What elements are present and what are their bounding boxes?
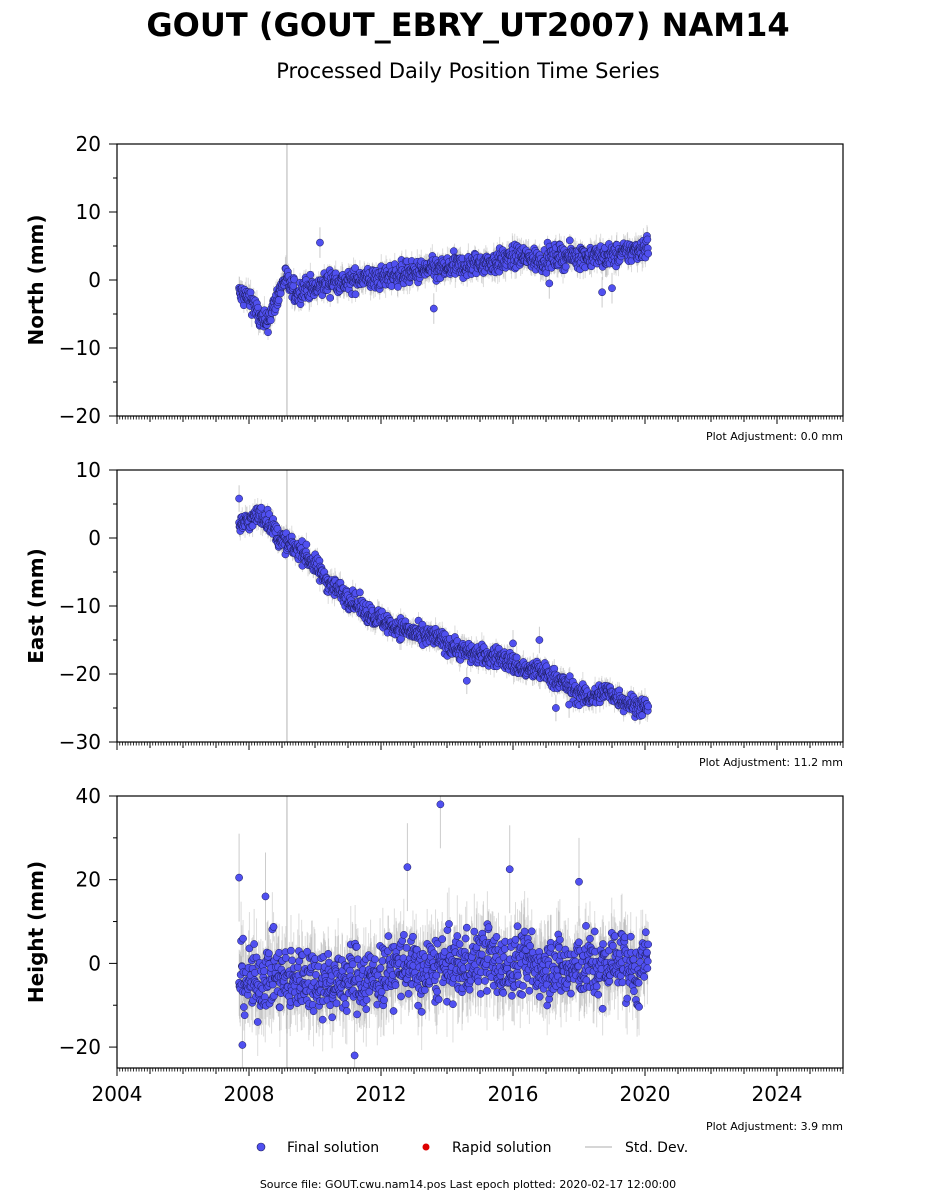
y-tick-label: −30 (59, 730, 101, 754)
axes-frame (116, 143, 844, 417)
axes-frame (116, 469, 844, 743)
plot-adjustment-note: Plot Adjustment: 11.2 mm (699, 756, 843, 769)
y-tick-label: −10 (59, 336, 101, 360)
data-point (535, 636, 544, 644)
data-point (598, 288, 606, 297)
data-point (644, 249, 653, 258)
data-point (608, 284, 616, 293)
data-point (235, 494, 243, 503)
data-point (394, 283, 402, 291)
data-point (306, 270, 315, 279)
data-point (264, 328, 272, 337)
plot-adjustment-note: Plot Adjustment: 0.0 mm (706, 430, 843, 443)
data-point (351, 290, 360, 299)
y-tick-label: −20 (59, 404, 101, 428)
data-point (512, 653, 521, 662)
data-point (356, 588, 364, 597)
figure-subtitle: Processed Daily Position Time Series (276, 59, 660, 83)
figure-title: GOUT (GOUT_EBRY_UT2007) NAM14 (146, 6, 789, 44)
data-point (290, 275, 298, 284)
y-axis-label: East (mm) (24, 548, 48, 664)
y-tick-label: −20 (59, 662, 101, 686)
y-tick-label: 0 (88, 526, 101, 550)
plot-area (235, 470, 653, 742)
panel-1: −20 −10 0 10 20 North (mm) Plot Adjustment: 0.… (24, 132, 844, 443)
data-point (509, 639, 517, 648)
panel-2: −30 −20 −10 0 10 East (mm) Plot Adjustment: 11… (24, 458, 844, 769)
y-tick-label: 10 (76, 458, 101, 482)
data-point (266, 316, 275, 325)
data-point (302, 540, 311, 549)
data-point (462, 676, 471, 685)
data-point (644, 702, 653, 711)
data-point (552, 704, 560, 712)
y-tick-label: 20 (76, 132, 101, 156)
data-point (429, 304, 438, 313)
panels: −20 −10 0 10 20 North (mm) Plot Adjustment: 0.… (24, 132, 844, 1133)
plot-area (235, 144, 653, 416)
data-point (351, 264, 359, 272)
data-point (565, 236, 574, 245)
y-tick-label: −10 (59, 594, 101, 618)
data-point (326, 294, 335, 302)
y-axis-label: North (mm) (24, 214, 48, 345)
y-tick-label: 0 (88, 268, 101, 292)
data-point (246, 288, 255, 297)
data-point (545, 279, 554, 288)
final-solution-points (235, 232, 653, 337)
data-point (561, 262, 570, 271)
data-point (449, 247, 458, 255)
data-point (274, 296, 283, 305)
data-point (316, 238, 324, 247)
data-point (565, 700, 573, 709)
final-solution-points (235, 494, 653, 721)
plot-area (235, 796, 653, 1068)
y-tick-label: 10 (76, 200, 101, 224)
data-point (643, 235, 652, 244)
